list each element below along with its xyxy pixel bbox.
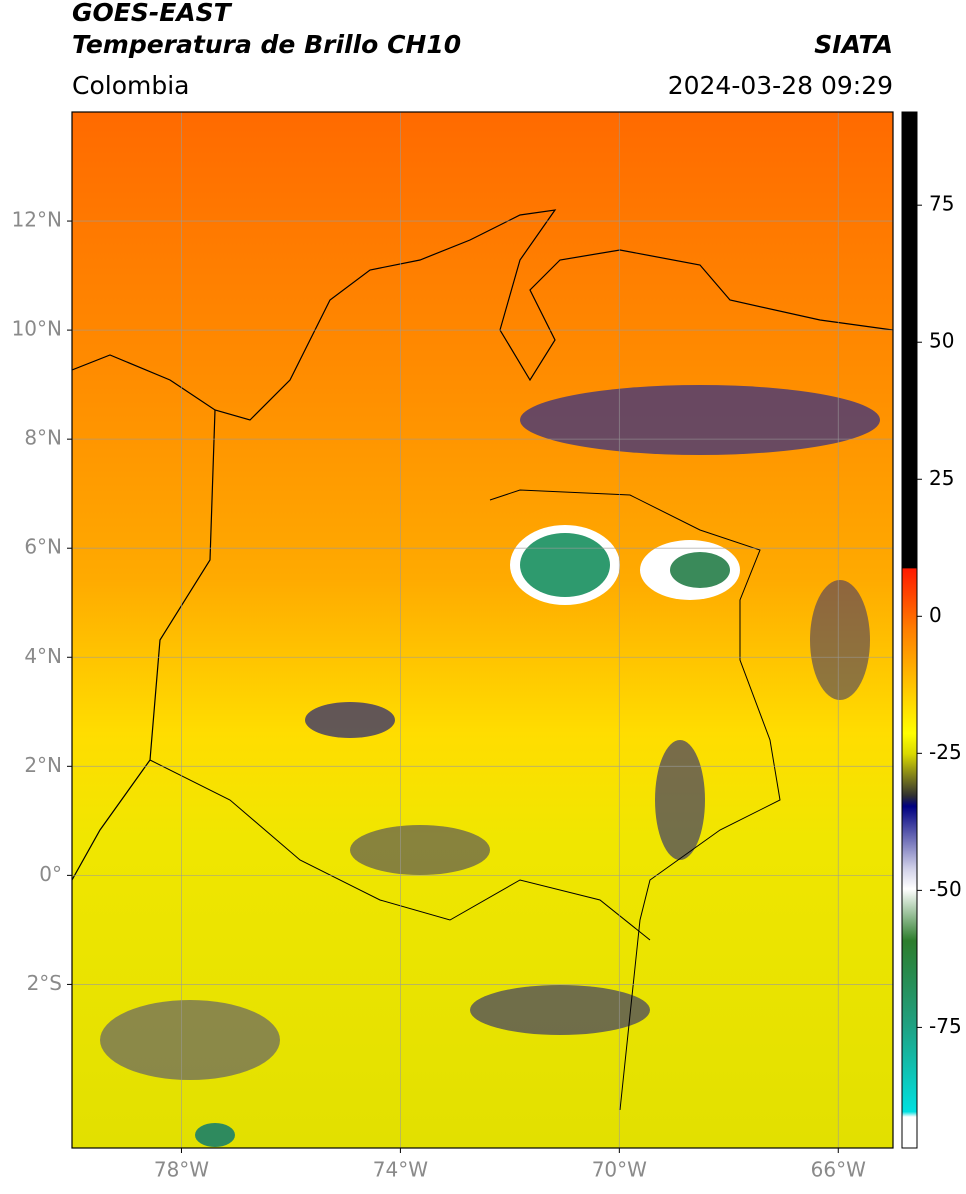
colorbar-tick-label: -50	[929, 877, 962, 901]
y-tick-label: 6°N	[24, 535, 62, 559]
x-tick-label: 66°W	[811, 1158, 866, 1182]
colorbar	[901, 111, 918, 1149]
y-tick-label: 8°N	[24, 426, 62, 450]
y-tick-label: 2°N	[24, 753, 62, 777]
colorbar-tick-label: 50	[929, 329, 954, 353]
colorbar-tick-label: 0	[929, 603, 942, 627]
region: Colombia	[72, 71, 189, 100]
colorbar-tick-label: 25	[929, 466, 954, 490]
map-frame	[71, 111, 894, 1149]
title: GOES-EAST	[72, 0, 233, 27]
colorbar-tick-label: 75	[929, 192, 954, 216]
x-tick-label: 74°W	[373, 1158, 428, 1182]
y-tick-label: 12°N	[12, 208, 62, 232]
y-tick-label: 2°S	[27, 971, 62, 995]
timestamp: 2024-03-28 09:29	[668, 71, 893, 100]
satellite-image	[72, 112, 893, 1148]
colorbar-tick-label: -75	[929, 1014, 962, 1038]
x-tick-label: 78°W	[154, 1158, 209, 1182]
y-tick-label: 4°N	[24, 644, 62, 668]
y-tick-label: 0°	[39, 862, 62, 886]
graticule	[72, 112, 893, 1148]
x-tick-label: 70°W	[592, 1158, 647, 1182]
y-tick-label: 10°N	[12, 317, 62, 341]
colorbar-tick-label: -25	[929, 740, 962, 764]
agency: SIATA	[814, 30, 893, 59]
subtitle: Temperatura de Brillo CH10	[72, 30, 461, 59]
